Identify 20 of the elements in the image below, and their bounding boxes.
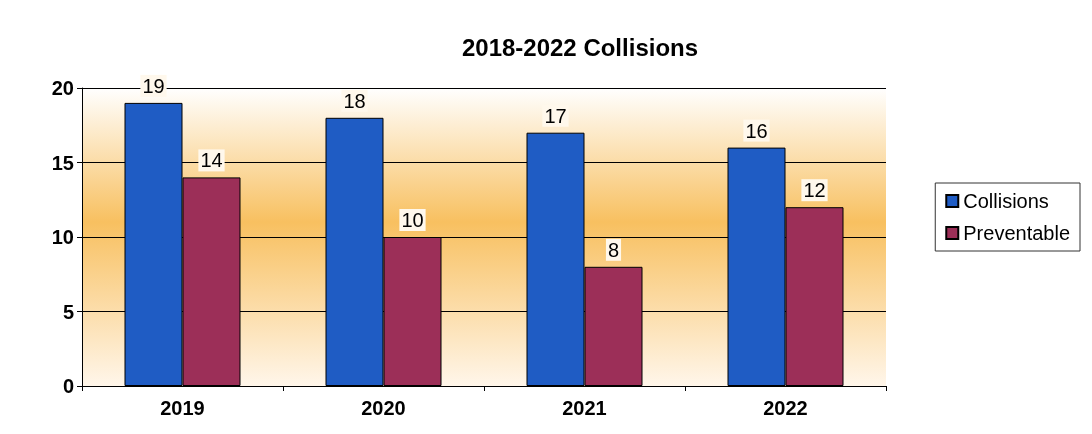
data-label: 10: [401, 209, 424, 231]
chart-title: 2018-2022 Collisions: [461, 33, 699, 61]
data-label: 8: [607, 238, 620, 261]
y-tick-label: 10: [51, 226, 74, 248]
data-label: 14: [200, 149, 223, 172]
data-label: 12: [803, 179, 826, 202]
legend-label: Preventable: [963, 222, 1071, 244]
data-label: 16: [745, 119, 768, 142]
data-label: 19: [142, 74, 165, 97]
x-tick-label: 2020: [361, 397, 406, 419]
legend-label: Collisions: [963, 190, 1049, 212]
data-label: 18: [343, 89, 366, 112]
y-tick-label: 5: [62, 300, 74, 323]
y-tick-label: 15: [51, 151, 74, 174]
y-tick-label: 20: [51, 77, 74, 99]
x-tick-label: 2019: [160, 397, 205, 419]
x-tick-label: 2022: [763, 397, 808, 419]
data-label: 17: [544, 104, 567, 127]
y-tick-label: 0: [62, 375, 74, 397]
x-tick-label: 2021: [562, 397, 607, 419]
